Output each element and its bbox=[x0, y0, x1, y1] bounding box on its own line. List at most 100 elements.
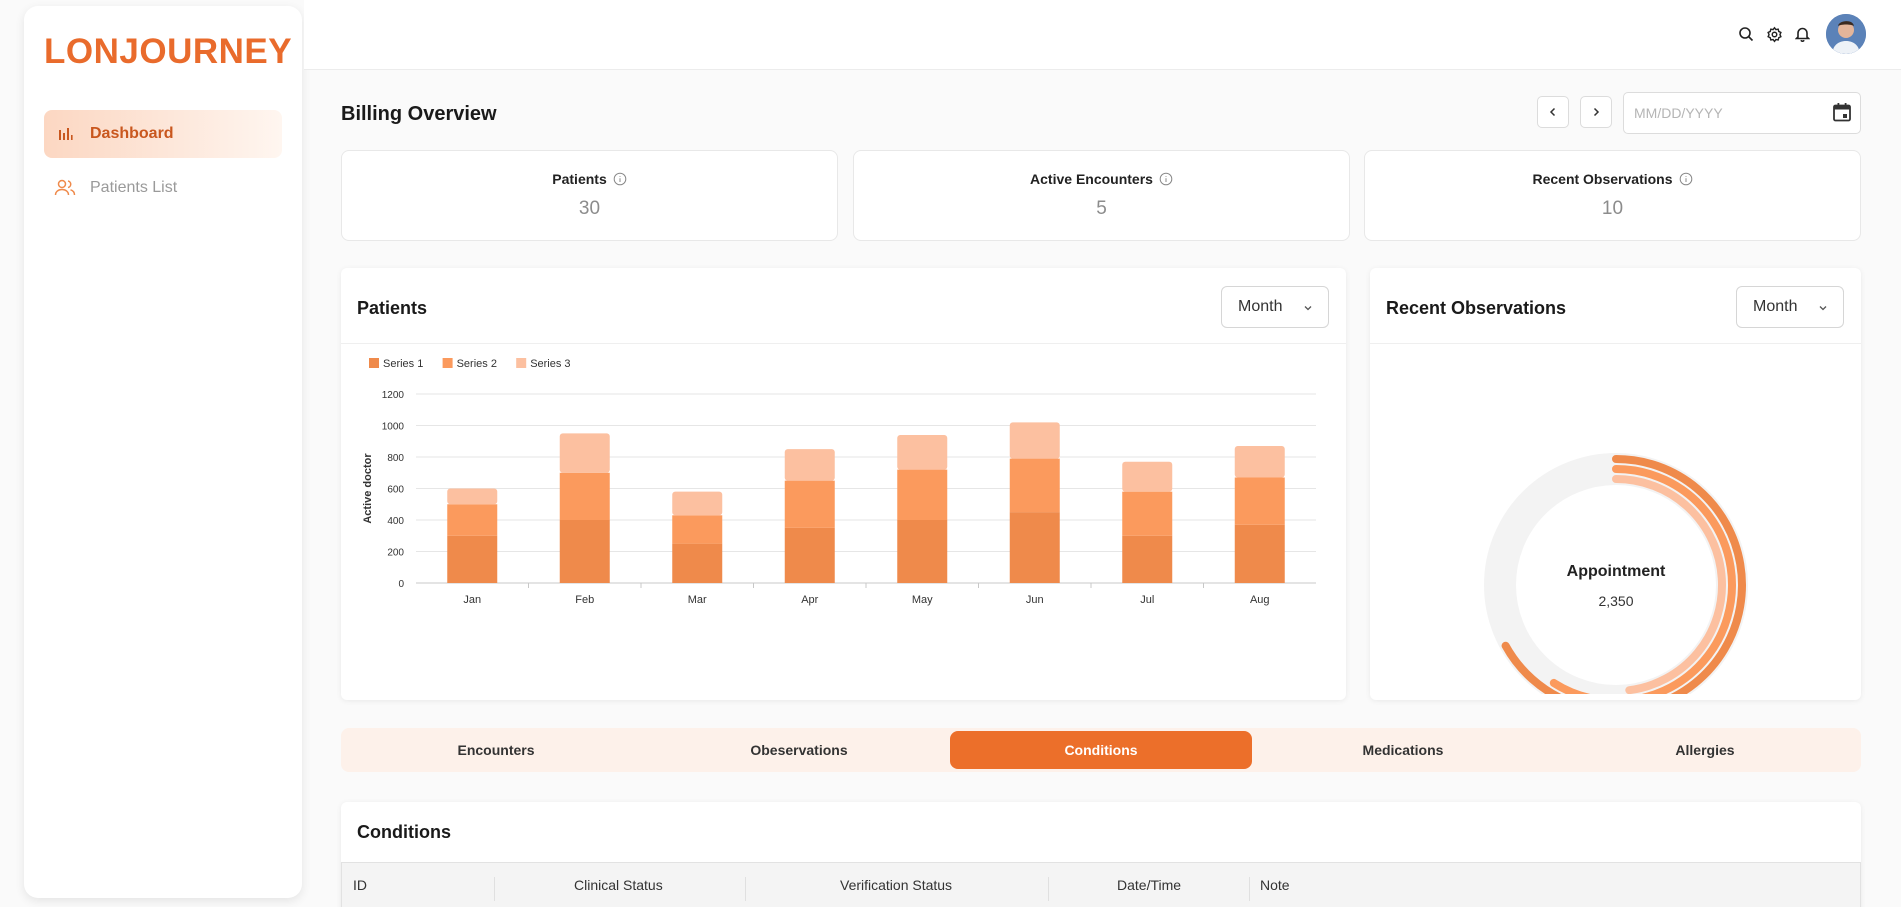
tab-conditions[interactable]: Conditions bbox=[950, 731, 1252, 769]
panel-divider bbox=[1370, 343, 1861, 344]
bar-segment[interactable] bbox=[559, 520, 610, 583]
bar-segment[interactable] bbox=[897, 520, 948, 583]
table-title: Conditions bbox=[357, 822, 451, 842]
bar-segment[interactable] bbox=[1122, 461, 1173, 492]
bar-segment[interactable] bbox=[1122, 535, 1173, 583]
tab-encounters[interactable]: Encounters bbox=[457, 742, 535, 758]
y-tick-label: 1000 bbox=[382, 422, 405, 433]
bar-segment[interactable] bbox=[672, 491, 723, 516]
x-tick-label: Jan bbox=[463, 594, 481, 606]
stat-card-recent-observations: Recent Observations 10 bbox=[1364, 150, 1861, 241]
sidebar: LONJOURNEY Dashboard Patients List bbox=[24, 6, 302, 898]
sidebar-item-label: Patients List bbox=[90, 179, 178, 196]
radial-bar[interactable] bbox=[1612, 475, 1726, 694]
bar-segment[interactable] bbox=[1009, 512, 1060, 583]
bar-segment[interactable] bbox=[784, 480, 835, 528]
search-icon[interactable] bbox=[1736, 24, 1756, 44]
panel-title: Patients bbox=[357, 298, 428, 318]
stat-value: 5 bbox=[1096, 198, 1107, 219]
x-tick-label: Mar bbox=[688, 594, 707, 606]
bar-chart-icon bbox=[54, 123, 76, 145]
patients-chart-panel: Patients Month Series 1 Series 2 Series 3 0… bbox=[341, 268, 1346, 700]
radial-center-value: 2,350 bbox=[1598, 593, 1633, 609]
sidebar-item-patients-list[interactable]: Patients List bbox=[44, 164, 282, 212]
legend-label[interactable]: Series 2 bbox=[457, 358, 497, 370]
users-icon bbox=[54, 177, 76, 199]
tab-medications[interactable]: Medications bbox=[1362, 742, 1444, 758]
y-tick-label: 200 bbox=[387, 548, 404, 559]
tab-bar: Encounters Obeservations Conditions Medi… bbox=[341, 728, 1861, 772]
chevron-down-icon bbox=[1304, 306, 1312, 311]
patients-bar-chart: Series 1 Series 2 Series 3 0 200 400 600 800 100… bbox=[362, 358, 1316, 606]
radial-bar[interactable] bbox=[1549, 465, 1736, 694]
period-select-value: Month bbox=[1238, 298, 1283, 315]
avatar[interactable] bbox=[1826, 14, 1866, 54]
next-button[interactable] bbox=[1580, 96, 1612, 128]
column-header-date-time[interactable]: Date/Time bbox=[1117, 877, 1182, 893]
info-icon[interactable] bbox=[613, 172, 627, 186]
y-tick-label: 600 bbox=[387, 485, 404, 496]
y-tick-label: 0 bbox=[398, 579, 404, 590]
bar-segment[interactable] bbox=[1009, 458, 1060, 513]
bar-segment[interactable] bbox=[447, 488, 498, 505]
bar-segment[interactable] bbox=[1234, 524, 1285, 583]
column-header-note[interactable]: Note bbox=[1260, 877, 1290, 893]
app-logo: LONJOURNEY bbox=[44, 32, 293, 71]
gear-icon[interactable] bbox=[1764, 24, 1784, 44]
legend-label[interactable]: Series 3 bbox=[530, 358, 570, 370]
table-header: ID Clinical Status Verification Status D… bbox=[341, 862, 1861, 907]
calendar-icon[interactable] bbox=[1831, 101, 1853, 123]
page-title: Billing Overview bbox=[341, 103, 497, 125]
bar-segment[interactable] bbox=[784, 527, 835, 583]
bar-segment[interactable] bbox=[1234, 445, 1285, 478]
date-input[interactable] bbox=[1623, 92, 1861, 134]
observations-panel: Recent Observations Month Appointment 2,3… bbox=[1370, 268, 1861, 700]
bar-segment[interactable] bbox=[1009, 422, 1060, 459]
sidebar-item-label: Dashboard bbox=[90, 125, 174, 142]
legend-swatch bbox=[369, 358, 379, 368]
y-tick-label: 400 bbox=[387, 516, 404, 527]
column-header-id[interactable]: ID bbox=[353, 877, 367, 893]
bar-segment[interactable] bbox=[1234, 477, 1285, 525]
stat-label: Patients bbox=[552, 171, 607, 187]
y-tick-label: 800 bbox=[387, 453, 404, 464]
period-select-value: Month bbox=[1753, 298, 1798, 315]
sidebar-item-dashboard[interactable]: Dashboard bbox=[44, 110, 282, 158]
tab-observations[interactable]: Obeservations bbox=[750, 742, 848, 758]
period-select[interactable]: Month bbox=[1736, 286, 1844, 328]
chevron-down-icon bbox=[1819, 306, 1827, 311]
legend-swatch bbox=[516, 358, 527, 368]
x-tick-label: Jul bbox=[1140, 594, 1154, 606]
bar-segment[interactable] bbox=[447, 535, 498, 583]
bar-segment[interactable] bbox=[897, 469, 948, 520]
stat-card-active-encounters: Active Encounters 5 bbox=[853, 150, 1350, 241]
column-divider bbox=[494, 877, 495, 901]
legend-swatch bbox=[442, 358, 453, 368]
prev-button[interactable] bbox=[1537, 96, 1569, 128]
period-select[interactable]: Month bbox=[1221, 286, 1329, 328]
bar-segment[interactable] bbox=[897, 434, 948, 470]
panel-divider bbox=[341, 343, 1346, 344]
x-tick-label: Aug bbox=[1250, 594, 1270, 606]
column-divider bbox=[1249, 877, 1250, 901]
bar-segment[interactable] bbox=[447, 504, 498, 536]
legend-label[interactable]: Series 1 bbox=[383, 358, 423, 370]
info-icon[interactable] bbox=[1679, 172, 1693, 186]
bar-segment[interactable] bbox=[1122, 491, 1173, 536]
bar-segment[interactable] bbox=[559, 472, 610, 520]
bell-icon[interactable] bbox=[1792, 24, 1812, 44]
info-icon[interactable] bbox=[1159, 172, 1173, 186]
tab-allergies[interactable]: Allergies bbox=[1675, 742, 1735, 758]
bar-segment[interactable] bbox=[784, 449, 835, 481]
column-header-clinical-status[interactable]: Clinical Status bbox=[574, 877, 663, 893]
column-header-verification-status[interactable]: Verification Status bbox=[840, 877, 953, 893]
x-tick-label: Feb bbox=[575, 594, 594, 606]
bar-segment[interactable] bbox=[672, 515, 723, 544]
bar-segment[interactable] bbox=[559, 433, 610, 473]
stat-value: 10 bbox=[1601, 198, 1624, 219]
stat-value: 30 bbox=[578, 198, 601, 219]
chevron-right-icon bbox=[1593, 107, 1600, 117]
y-axis-label: Active doctor bbox=[362, 453, 374, 524]
radial-bar[interactable] bbox=[1501, 455, 1746, 694]
bar-segment[interactable] bbox=[672, 543, 723, 583]
